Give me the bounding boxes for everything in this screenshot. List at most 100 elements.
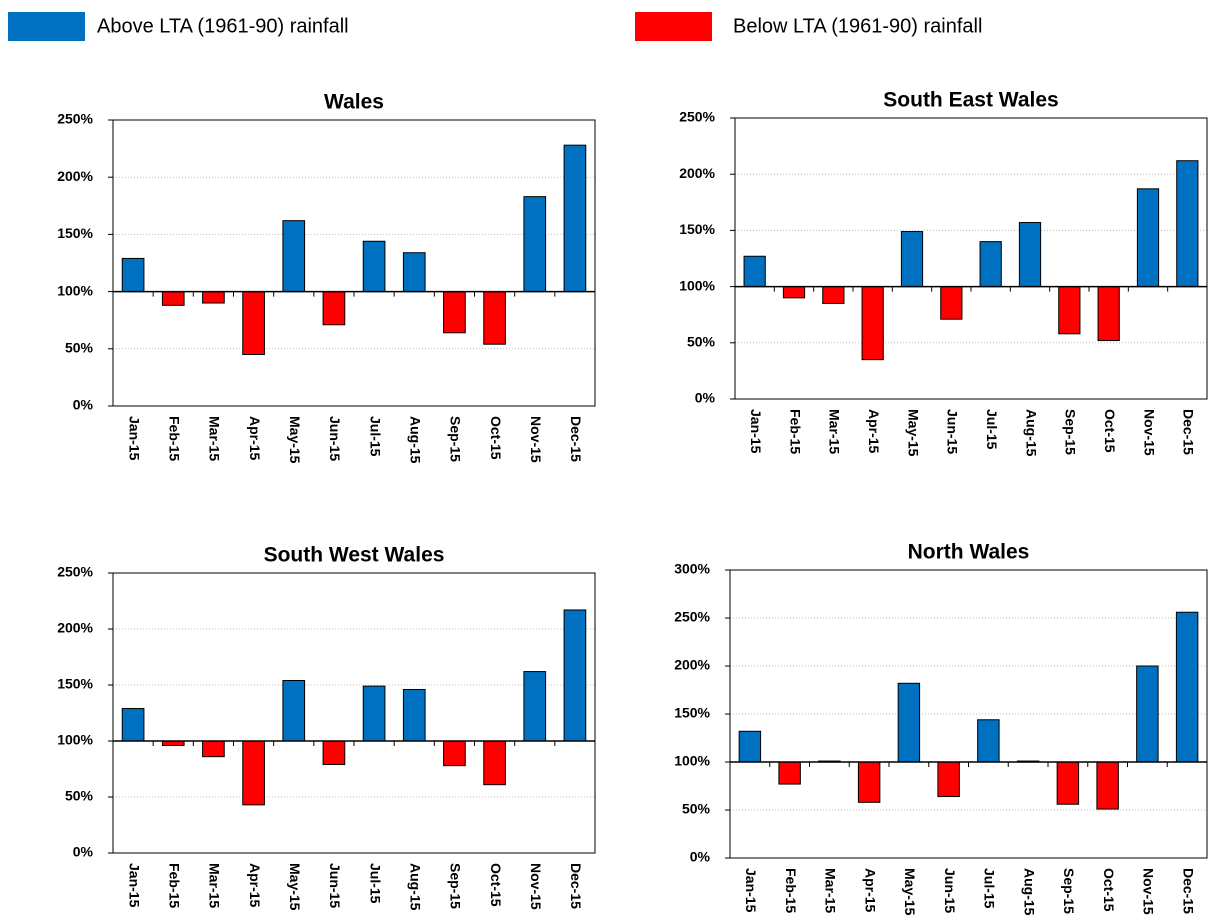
bar xyxy=(121,257,145,293)
y-tick-label: 200% xyxy=(679,165,715,181)
x-tick-label: Feb-15 xyxy=(787,409,803,454)
y-tick-label: 250% xyxy=(57,564,93,580)
legend-swatch xyxy=(8,12,85,41)
plot-frame xyxy=(734,117,1208,400)
x-tick-label: Feb-15 xyxy=(783,868,799,913)
chart-title: South West Wales xyxy=(264,544,445,567)
x-tick-label: Mar-15 xyxy=(827,409,843,454)
x-tick-label: Sep-15 xyxy=(1061,868,1077,914)
x-tick-label: Aug-15 xyxy=(1023,409,1039,457)
x-tick-label: Dec-15 xyxy=(568,416,584,462)
y-tick-label: 0% xyxy=(73,397,94,413)
y-tick-label: 150% xyxy=(57,225,93,241)
bar xyxy=(1096,761,1119,810)
bar xyxy=(1056,761,1080,805)
bar xyxy=(1018,222,1042,288)
y-tick-label: 250% xyxy=(679,109,715,125)
y-tick-label: 200% xyxy=(57,168,93,184)
bar xyxy=(1136,665,1159,763)
x-tick-label: Apr-15 xyxy=(247,416,263,461)
x-tick-label: Sep-15 xyxy=(1063,409,1079,455)
bar xyxy=(977,719,1000,763)
x-tick-label: Jul-15 xyxy=(982,868,998,909)
x-tick-label: Apr-15 xyxy=(862,868,878,913)
y-tick-label: 50% xyxy=(65,788,94,804)
x-tick-label: Aug-15 xyxy=(408,863,424,911)
bar xyxy=(242,740,265,806)
x-tick-label: Jul-15 xyxy=(367,416,383,457)
bar xyxy=(1176,160,1199,288)
y-tick-label: 150% xyxy=(679,221,715,237)
chart-title: Wales xyxy=(324,91,384,114)
x-tick-label: Jan-15 xyxy=(748,409,764,454)
x-tick-label: Mar-15 xyxy=(823,868,839,913)
bar xyxy=(443,740,466,767)
y-tick-label: 200% xyxy=(674,657,710,673)
y-tick-label: 150% xyxy=(57,676,93,692)
bar xyxy=(362,685,386,742)
bar xyxy=(202,740,225,758)
y-tick-label: 300% xyxy=(674,561,710,577)
bar xyxy=(1136,188,1160,288)
y-tick-label: 50% xyxy=(65,340,94,356)
bar xyxy=(242,291,265,356)
bar xyxy=(523,671,547,742)
bar xyxy=(738,730,762,763)
x-tick-label: Nov-15 xyxy=(1141,409,1157,456)
x-tick-label: Mar-15 xyxy=(207,416,223,461)
bar xyxy=(743,255,766,288)
bar xyxy=(322,291,346,326)
x-tick-label: Jun-15 xyxy=(945,409,961,454)
x-tick-label: May-15 xyxy=(287,416,303,464)
x-tick-label: Dec-15 xyxy=(1181,409,1197,455)
bar xyxy=(362,240,386,293)
bar xyxy=(1097,286,1120,342)
x-tick-label: Apr-15 xyxy=(247,863,263,908)
plot-frame xyxy=(729,569,1208,859)
y-tick-label: 250% xyxy=(57,111,93,127)
x-tick-label: Aug-15 xyxy=(408,416,424,464)
chart-title: North Wales xyxy=(908,541,1030,564)
x-tick-label: Jun-15 xyxy=(942,868,958,913)
y-tick-label: 100% xyxy=(674,753,710,769)
bar xyxy=(861,286,884,361)
bar xyxy=(857,761,881,803)
bar xyxy=(523,196,547,293)
x-tick-label: Oct-15 xyxy=(488,416,504,460)
bar xyxy=(402,252,426,293)
chart-title: South East Wales xyxy=(883,89,1058,112)
x-tick-label: Sep-15 xyxy=(448,416,464,462)
x-tick-label: Oct-15 xyxy=(488,863,504,907)
bar xyxy=(282,680,306,742)
x-tick-label: Feb-15 xyxy=(167,863,183,908)
y-tick-label: 0% xyxy=(690,849,711,865)
x-tick-label: May-15 xyxy=(287,863,303,911)
legend-swatch xyxy=(635,12,712,41)
x-tick-label: May-15 xyxy=(905,409,921,457)
x-tick-label: May-15 xyxy=(902,868,918,916)
plot-frame xyxy=(112,119,596,407)
x-tick-label: Nov-15 xyxy=(1141,868,1157,915)
x-tick-label: Mar-15 xyxy=(207,863,223,908)
bar xyxy=(402,688,426,742)
y-tick-label: 200% xyxy=(57,620,93,636)
x-tick-label: Feb-15 xyxy=(167,416,183,461)
bar xyxy=(822,286,845,304)
y-tick-label: 100% xyxy=(57,732,93,748)
legend-label: Below LTA (1961-90) rainfall xyxy=(733,15,982,37)
y-tick-label: 0% xyxy=(695,390,716,406)
x-tick-label: Nov-15 xyxy=(528,416,544,463)
bar xyxy=(979,241,1002,288)
bar xyxy=(282,220,306,293)
bar xyxy=(121,708,145,742)
bar xyxy=(937,761,960,798)
x-tick-label: Dec-15 xyxy=(1180,868,1196,914)
bar xyxy=(940,286,963,320)
bar xyxy=(1058,286,1081,335)
bar xyxy=(1175,611,1199,763)
bar xyxy=(202,291,225,304)
bar xyxy=(483,740,506,786)
bar xyxy=(782,286,806,299)
y-tick-label: 50% xyxy=(687,334,716,350)
x-tick-label: Jul-15 xyxy=(984,409,1000,450)
